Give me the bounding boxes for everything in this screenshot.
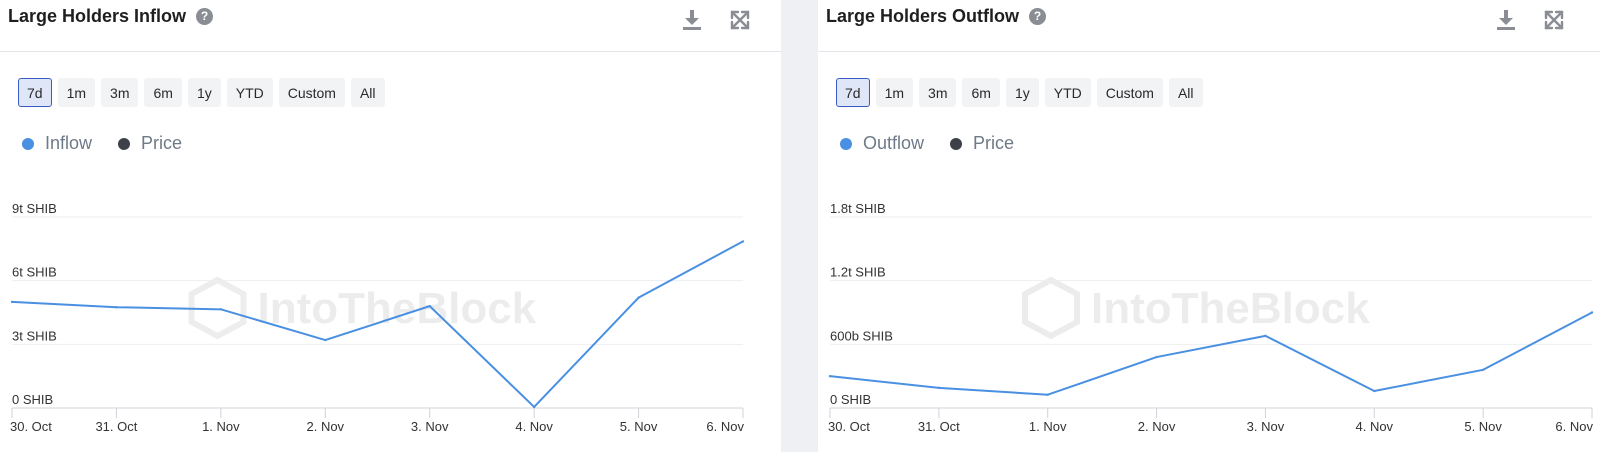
range-1y[interactable]: 1y bbox=[1005, 78, 1039, 107]
range-all[interactable]: All bbox=[350, 78, 385, 107]
data-point bbox=[428, 304, 431, 308]
legend-dot bbox=[840, 137, 852, 150]
panel-title: Large Holders Inflow? bbox=[8, 6, 214, 27]
x-tick-label: 5. Nov bbox=[620, 419, 658, 434]
expand-icon[interactable] bbox=[728, 8, 752, 32]
inflow-panel: Large Holders Inflow? 7d 1m 3m 6m 1y YTD… bbox=[0, 0, 781, 452]
data-point bbox=[115, 305, 118, 309]
range-6m[interactable]: 6m bbox=[144, 78, 182, 107]
data-point bbox=[324, 338, 327, 342]
x-tick-label: 3. Nov bbox=[411, 419, 449, 434]
data-point bbox=[828, 374, 832, 378]
legend-label: Outflow bbox=[863, 133, 925, 153]
legend-label: Price bbox=[141, 133, 183, 153]
x-tick-label: 1. Nov bbox=[202, 419, 240, 434]
y-tick-label: 600b SHIB bbox=[830, 328, 893, 343]
x-tick-label: 5. Nov bbox=[1464, 419, 1502, 434]
x-tick-label: 1. Nov bbox=[1029, 419, 1067, 434]
download-icon[interactable] bbox=[680, 8, 704, 32]
series-line bbox=[829, 311, 1593, 396]
range-all[interactable]: All bbox=[1168, 78, 1203, 107]
legend-item-price[interactable]: Price bbox=[118, 133, 182, 154]
watermark-text: IntoTheBlock bbox=[1091, 284, 1370, 333]
range-ytd[interactable]: YTD bbox=[1044, 78, 1091, 107]
legend-dot bbox=[22, 137, 34, 150]
legend-label: Inflow bbox=[45, 133, 93, 153]
x-tick-label: 3. Nov bbox=[1247, 419, 1285, 434]
chart-legend: Inflow Price bbox=[22, 133, 182, 154]
y-tick-label: 3t SHIB bbox=[12, 328, 57, 343]
range-ytd[interactable]: YTD bbox=[226, 78, 273, 107]
legend-dot bbox=[950, 137, 963, 150]
x-tick-label: 2. Nov bbox=[1138, 419, 1176, 434]
y-tick-label: 0 SHIB bbox=[12, 392, 53, 407]
series-line bbox=[11, 240, 744, 408]
y-tick-label: 6t SHIB bbox=[12, 265, 57, 280]
inflow-chart: IntoTheBlock 0 SHIB 3t SHIB 6t SHIB 9t SHIB 3… bbox=[10, 201, 745, 434]
panel-title-text: Large Holders Outflow bbox=[826, 6, 1020, 26]
data-point bbox=[1046, 393, 1049, 396]
y-tick-label: 9t SHIB bbox=[12, 201, 57, 216]
question-circle-icon[interactable]: ? bbox=[196, 8, 214, 25]
range-1m[interactable]: 1m bbox=[57, 78, 96, 107]
data-point bbox=[1481, 368, 1485, 371]
watermark: IntoTheBlock bbox=[188, 276, 537, 340]
range-custom[interactable]: Custom bbox=[1096, 78, 1163, 107]
download-icon[interactable] bbox=[1494, 8, 1518, 32]
x-tick-label: 6. Nov bbox=[1555, 419, 1593, 434]
range-1m[interactable]: 1m bbox=[875, 78, 914, 107]
x-tick-label: 4. Nov bbox=[1355, 419, 1393, 434]
data-point bbox=[1590, 311, 1594, 314]
question-circle-icon[interactable]: ? bbox=[1029, 8, 1047, 25]
watermark-text: IntoTheBlock bbox=[258, 284, 537, 333]
chart-legend: Outflow Price bbox=[840, 133, 1014, 154]
panel-title-text: Large Holders Inflow bbox=[8, 6, 187, 26]
data-point bbox=[741, 240, 745, 243]
data-point bbox=[10, 300, 14, 304]
range-3m[interactable]: 3m bbox=[919, 78, 957, 107]
legend-item-outflow[interactable]: Outflow bbox=[840, 133, 924, 154]
range-7d[interactable]: 7d bbox=[18, 78, 52, 107]
x-tick-label: 31. Oct bbox=[95, 419, 137, 434]
data-point bbox=[532, 405, 536, 409]
legend-item-inflow[interactable]: Inflow bbox=[22, 133, 92, 154]
range-7d[interactable]: 7d bbox=[836, 78, 870, 107]
range-6m[interactable]: 6m bbox=[962, 78, 1000, 107]
data-point bbox=[1264, 334, 1267, 338]
x-tick-label: 4. Nov bbox=[515, 419, 553, 434]
y-tick-label: 1.8t SHIB bbox=[830, 201, 886, 216]
legend-dot bbox=[118, 137, 131, 150]
panel-title: Large Holders Outflow? bbox=[826, 6, 1047, 27]
data-point bbox=[637, 296, 640, 299]
outflow-chart: IntoTheBlock 0 SHIB 600b SHIB 1.2t SHIB 1.8t… bbox=[828, 201, 1594, 434]
x-tick-label: 2. Nov bbox=[306, 419, 344, 434]
x-tick-label: 6. Nov bbox=[706, 419, 744, 434]
x-tick-label: 31. Oct bbox=[918, 419, 960, 434]
watermark-logo-icon bbox=[188, 276, 247, 340]
data-point bbox=[937, 386, 941, 390]
time-range-selector: 7d 1m 3m 6m 1y YTD Custom All bbox=[836, 78, 1203, 107]
outflow-panel: Large Holders Outflow? 7d 1m 3m 6m 1y YT… bbox=[818, 0, 1600, 452]
watermark: IntoTheBlock bbox=[1022, 276, 1370, 340]
watermark-logo-icon bbox=[1022, 276, 1080, 340]
legend-item-price[interactable]: Price bbox=[950, 133, 1014, 154]
time-range-selector: 7d 1m 3m 6m 1y YTD Custom All bbox=[18, 78, 385, 107]
y-tick-label: 1.2t SHIB bbox=[830, 265, 886, 280]
x-tick-label: 30. Oct bbox=[10, 419, 52, 434]
legend-label: Price bbox=[973, 133, 1015, 153]
range-3m[interactable]: 3m bbox=[101, 78, 139, 107]
x-tick-label: 30. Oct bbox=[828, 419, 870, 434]
expand-icon[interactable] bbox=[1542, 8, 1566, 32]
panel-header: Large Holders Outflow? bbox=[818, 0, 1600, 52]
panel-header: Large Holders Inflow? bbox=[0, 0, 781, 52]
y-tick-label: 0 SHIB bbox=[830, 392, 871, 407]
data-point bbox=[1155, 355, 1158, 359]
range-1y[interactable]: 1y bbox=[187, 78, 221, 107]
range-custom[interactable]: Custom bbox=[278, 78, 345, 107]
data-point bbox=[1373, 389, 1376, 393]
data-point bbox=[219, 308, 223, 311]
